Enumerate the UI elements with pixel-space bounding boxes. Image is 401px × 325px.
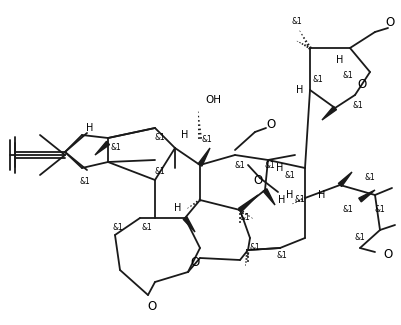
Text: &1: &1 (295, 196, 306, 204)
Polygon shape (338, 172, 352, 187)
Polygon shape (183, 217, 195, 232)
Text: &1: &1 (113, 224, 124, 232)
Text: O: O (148, 301, 157, 314)
Text: &1: &1 (354, 233, 365, 242)
Text: &1: &1 (285, 171, 296, 179)
Text: &1: &1 (240, 214, 250, 223)
Text: OH: OH (205, 95, 221, 105)
Text: &1: &1 (365, 174, 375, 183)
Text: &1: &1 (265, 161, 275, 170)
Polygon shape (263, 189, 275, 205)
Text: O: O (190, 255, 200, 268)
Polygon shape (359, 190, 375, 202)
Text: &1: &1 (352, 100, 363, 110)
Text: &1: &1 (142, 224, 152, 232)
Text: H: H (181, 130, 189, 140)
Text: &1: &1 (342, 205, 353, 214)
Text: H: H (286, 190, 294, 200)
Text: H: H (296, 85, 304, 95)
Text: &1: &1 (292, 18, 302, 27)
Text: &1: &1 (111, 144, 122, 152)
Text: &1: &1 (202, 136, 213, 145)
Text: &1: &1 (342, 71, 353, 80)
Polygon shape (198, 148, 210, 166)
Text: &1: &1 (155, 167, 165, 176)
Text: H: H (174, 203, 182, 213)
Text: H: H (278, 195, 286, 205)
Text: &1: &1 (277, 251, 288, 259)
Text: H: H (86, 123, 94, 133)
Text: O: O (357, 79, 367, 92)
Text: H: H (276, 163, 284, 173)
Polygon shape (95, 141, 109, 155)
Text: O: O (266, 119, 275, 132)
Text: &1: &1 (375, 205, 385, 214)
Text: &1: &1 (313, 75, 323, 84)
Text: H: H (336, 55, 344, 65)
Text: &1: &1 (80, 177, 90, 187)
Text: &1: &1 (250, 243, 260, 253)
Text: H: H (318, 190, 326, 200)
Text: O: O (385, 16, 395, 29)
Polygon shape (322, 106, 336, 120)
Text: &1: &1 (235, 161, 245, 170)
Text: &1: &1 (155, 133, 165, 141)
Text: O: O (253, 174, 263, 187)
Polygon shape (239, 195, 258, 212)
Text: O: O (383, 249, 393, 262)
